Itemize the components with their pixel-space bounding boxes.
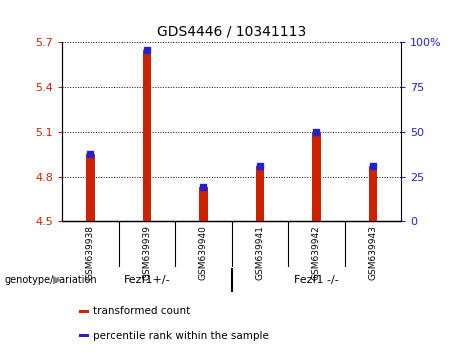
Text: GSM639941: GSM639941: [255, 225, 265, 280]
Text: genotype/variation: genotype/variation: [5, 275, 97, 285]
Text: Fezf1+/-: Fezf1+/-: [124, 275, 170, 285]
Text: GSM639940: GSM639940: [199, 225, 208, 280]
Text: percentile rank within the sample: percentile rank within the sample: [94, 331, 269, 341]
FancyBboxPatch shape: [79, 310, 89, 313]
Bar: [86, 154, 95, 221]
Text: GSM639938: GSM639938: [86, 225, 95, 280]
Bar: [256, 166, 264, 221]
Text: transformed count: transformed count: [94, 306, 191, 316]
Bar: [143, 50, 151, 221]
Text: GSM639942: GSM639942: [312, 225, 321, 280]
Text: ▶: ▶: [53, 275, 62, 285]
FancyBboxPatch shape: [79, 335, 89, 337]
Bar: [312, 132, 320, 221]
Text: GSM639939: GSM639939: [142, 225, 152, 280]
Text: Fezf1 -/-: Fezf1 -/-: [294, 275, 339, 285]
Text: GSM639943: GSM639943: [368, 225, 378, 280]
Bar: [199, 187, 207, 221]
Bar: [369, 166, 377, 221]
Title: GDS4446 / 10341113: GDS4446 / 10341113: [157, 24, 306, 39]
